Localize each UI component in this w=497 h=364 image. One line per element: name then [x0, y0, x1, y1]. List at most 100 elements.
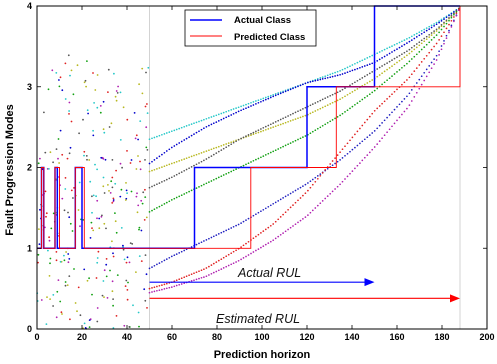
scatter-point: [59, 129, 62, 132]
trajectory-0-point: [277, 92, 280, 94]
trajectory-7-point: [430, 67, 433, 70]
trajectory-2-point: [284, 121, 287, 124]
trajectory-1-point: [438, 21, 440, 24]
trajectory-5-point: [406, 95, 408, 98]
trajectory-6-point: [334, 157, 336, 159]
trajectory-4-point: [331, 119, 334, 121]
trajectory-0-point: [376, 52, 379, 55]
trajectory-5-point: [440, 45, 443, 47]
trajectory-0-point: [220, 112, 223, 115]
trajectory-1-point: [445, 16, 448, 19]
trajectory-3-point: [396, 56, 398, 58]
scatter-point: [145, 126, 148, 129]
trajectory-0-point: [165, 132, 168, 134]
trajectory-1-point: [168, 148, 171, 151]
trajectory-6-point: [255, 235, 257, 238]
trajectory-0-point: [158, 134, 161, 137]
scatter-point: [111, 159, 114, 161]
trajectory-3-point: [222, 147, 225, 150]
trajectory-1-point: [440, 20, 443, 22]
scatter-point: [146, 307, 148, 309]
trajectory-1-point: [195, 131, 198, 134]
trajectory-1-point: [294, 86, 297, 89]
trajectory-3-point: [368, 72, 371, 75]
trajectory-0-point: [425, 27, 428, 29]
trajectory-0-point: [215, 114, 218, 117]
trajectory-1-point: [188, 136, 190, 138]
trajectory-0-point: [208, 117, 210, 119]
trajectory-7-point: [321, 200, 324, 202]
scatter-point: [122, 106, 125, 109]
trajectory-3-point: [344, 87, 346, 90]
scatter-point: [73, 268, 75, 270]
scatter-point: [69, 146, 72, 149]
trajectory-7-point: [339, 183, 341, 186]
trajectory-1-point: [267, 97, 270, 100]
trajectory-1-point: [349, 70, 351, 73]
trajectory-4-point: [346, 109, 349, 112]
trajectory-6-point: [331, 160, 334, 162]
scatter-point: [137, 155, 139, 157]
trajectory-4-point: [299, 137, 302, 140]
trajectory-7-point: [448, 31, 450, 34]
scatter-point: [86, 109, 89, 112]
scatter-point: [91, 211, 93, 214]
trajectory-2-point: [227, 142, 230, 144]
y-tick-label: 1: [27, 243, 32, 253]
trajectory-7-point: [354, 167, 356, 170]
trajectory-3-point: [156, 183, 158, 186]
trajectory-2-point: [363, 83, 366, 86]
trajectory-6-point: [396, 88, 398, 91]
trajectory-3-point: [448, 17, 450, 19]
trajectory-1-point: [165, 150, 168, 152]
trajectory-3-point: [413, 45, 416, 47]
trajectory-2-point: [430, 34, 433, 36]
trajectory-2-point: [334, 100, 336, 103]
scatter-point: [100, 215, 103, 218]
trajectory-1-point: [302, 83, 304, 86]
trajectory-6-point: [151, 287, 153, 289]
scatter-point: [133, 112, 136, 114]
trajectory-3-point: [430, 32, 433, 34]
legend-box: [184, 9, 317, 47]
trajectory-2-point: [428, 36, 431, 38]
trajectory-4-point: [178, 195, 181, 198]
trajectory-7-point: [274, 237, 277, 240]
trajectory-0-point: [316, 77, 319, 80]
scatter-point: [48, 275, 51, 277]
trajectory-7-point: [420, 83, 423, 86]
trajectory-6-point: [163, 283, 166, 286]
trajectory-5-point: [435, 54, 438, 57]
scatter-point: [64, 177, 67, 179]
scatter-point: [90, 221, 93, 224]
scatter-point: [141, 92, 144, 95]
trajectory-7-point: [279, 233, 282, 236]
trajectory-6-point: [297, 199, 299, 202]
trajectory-5-point: [264, 207, 267, 210]
scatter-point: [83, 150, 86, 153]
scatter-point: [138, 325, 140, 328]
scatter-point: [88, 319, 91, 321]
trajectory-4-point: [359, 100, 361, 103]
trajectory-1-point: [279, 92, 282, 95]
trajectory-5-point: [287, 194, 289, 196]
scatter-point: [96, 74, 99, 76]
plot-layer: [36, 5, 488, 330]
trajectory-6-point: [217, 259, 220, 262]
trajectory-6-point: [368, 115, 371, 118]
trajectory-4-point: [324, 123, 327, 126]
trajectory-6-point: [440, 35, 443, 37]
trajectory-2-point: [220, 144, 223, 147]
scatter-point: [95, 277, 98, 279]
trajectory-4-point: [255, 158, 257, 161]
trajectory-7-point: [232, 262, 235, 265]
trajectory-5-point: [230, 227, 233, 229]
scatter-point: [112, 327, 115, 329]
trajectory-4-point: [304, 135, 307, 137]
scatter-point: [93, 102, 95, 104]
trajectory-2-point: [274, 125, 277, 128]
trajectory-0-point: [418, 31, 421, 34]
scatter-point: [47, 249, 49, 252]
trajectory-6-point: [420, 61, 423, 63]
trajectory-4-point: [235, 168, 237, 170]
